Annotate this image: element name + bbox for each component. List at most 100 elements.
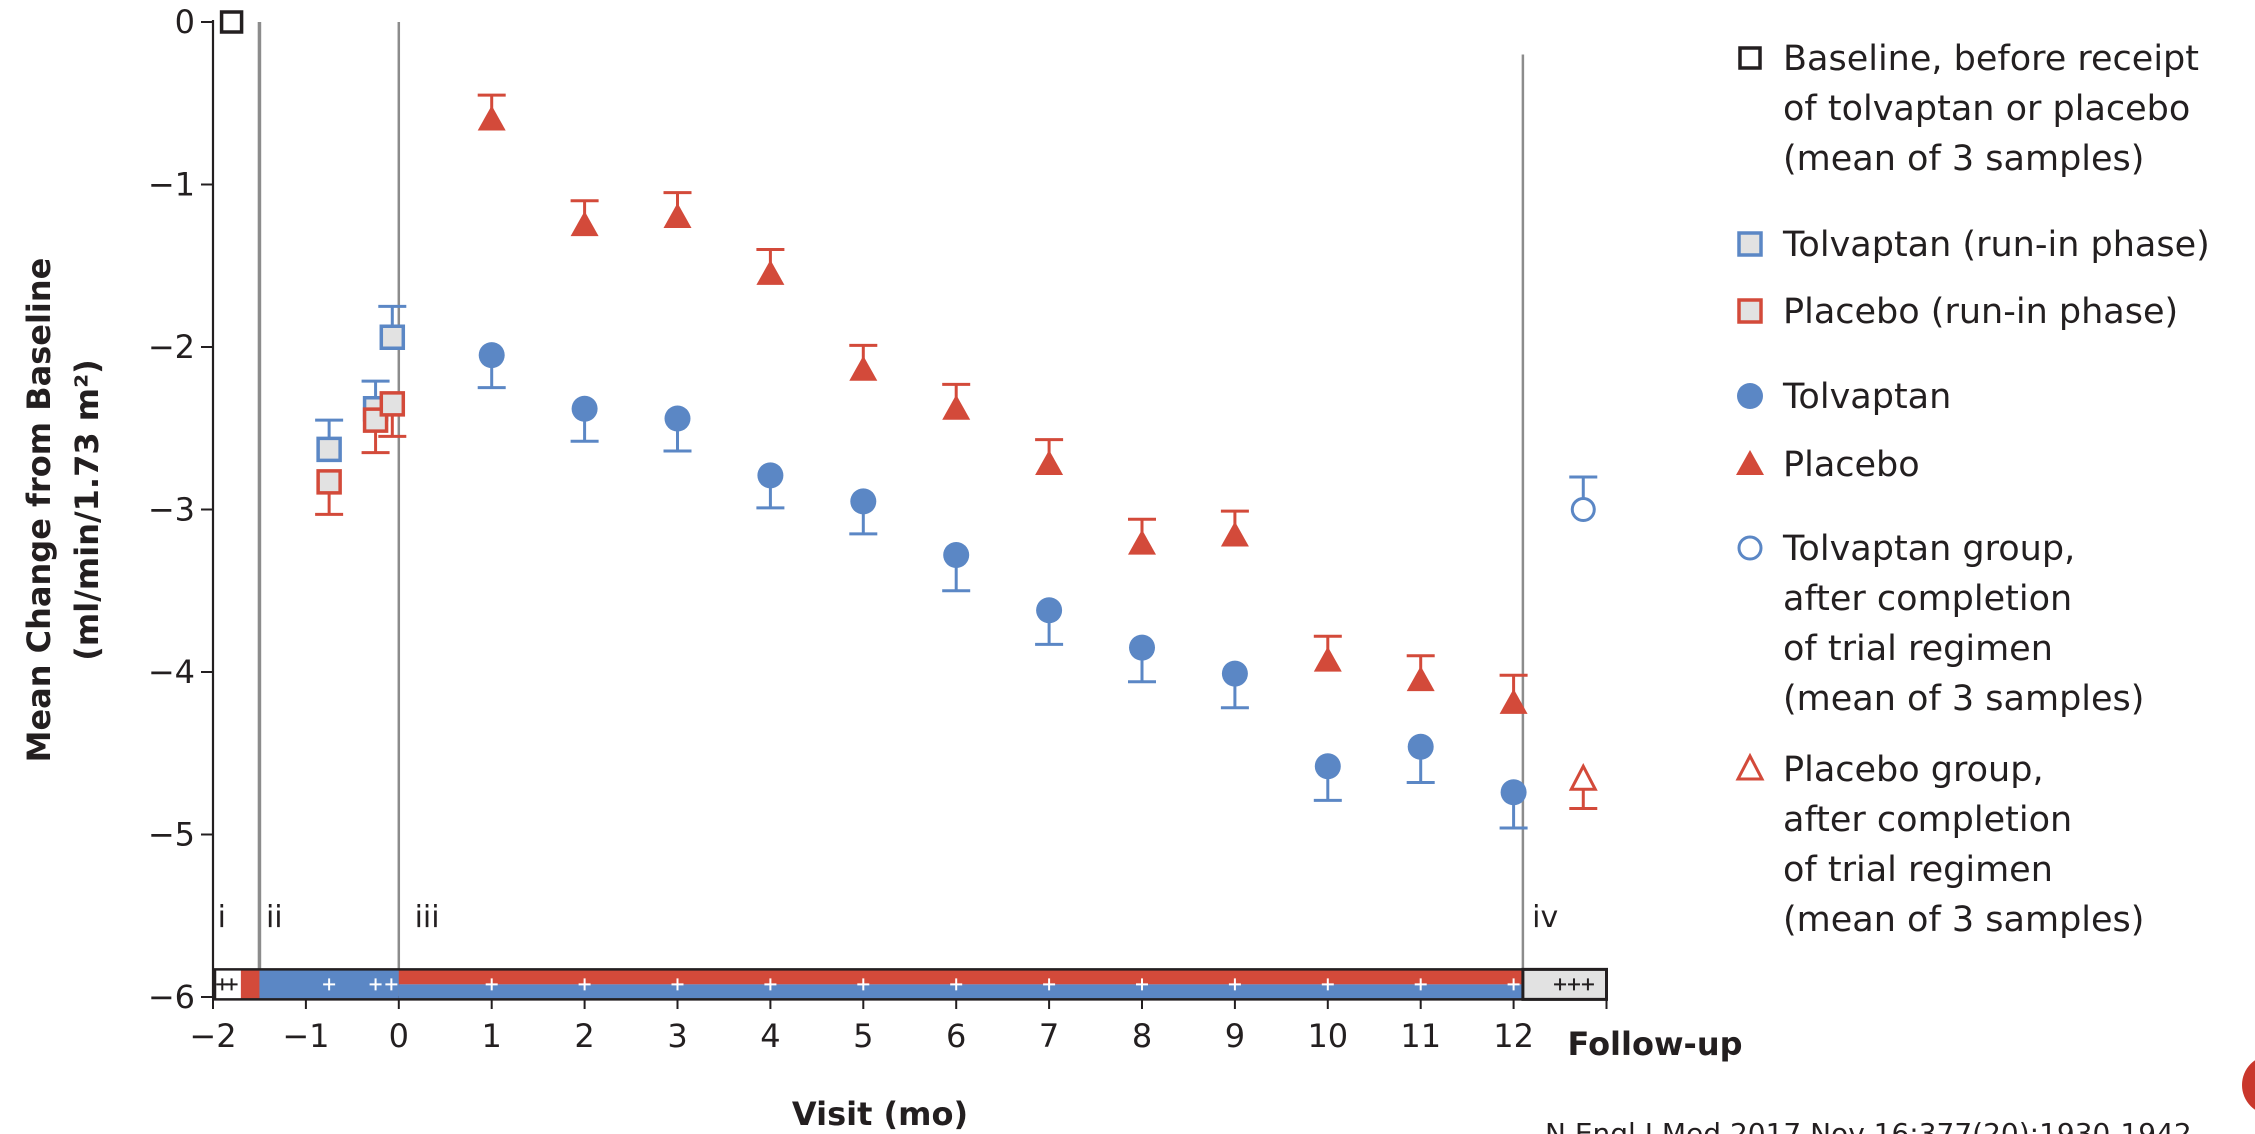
legend-text: of trial regimen [1783,850,2053,890]
legend-item-placebo: Placebo [1736,445,1920,485]
data-point-series-4-2 [663,203,692,228]
x-tick-label: 5 [853,1017,873,1055]
regimen-bar [213,967,1609,1001]
phase-divider-layer: i ii iii iv [218,22,1558,997]
journal-logo-icon [2242,1060,2255,1110]
y-axis-title-line2: (ml/min/1.73 m²) [68,359,106,660]
legend-marker-placebo-runin [1737,298,1763,324]
data-marks [219,10,1598,830]
x-tick-label: 12 [1493,1017,1534,1055]
phase-label-i: i [218,900,226,935]
legend-text: (mean of 3 samples) [1783,679,2144,719]
x-tick-label: −2 [189,1017,236,1055]
legend-text: (mean of 3 samples) [1783,900,2144,940]
x-tick-label: 4 [760,1017,780,1055]
axes: 0−1−2−3−4−5−6−2 −1 0 1 2 3 4 5 6 7 8 9 10 11 12 [148,3,1608,1055]
data-point-series-3-6 [1036,597,1063,624]
x-tick-label: −1 [282,1017,329,1055]
legend-marker-tolvaptan-runin [1737,231,1763,257]
regimen-bar-placebo-runin [240,969,260,1000]
legend-marker-baseline [1738,46,1762,70]
y-tick-label: −5 [148,816,195,854]
y-tick-label: −1 [148,166,195,204]
data-point-series-2-0 [316,469,342,495]
legend-item-tolvaptan: Tolvaptan [1737,377,1951,417]
data-point-series-3-3 [757,462,784,489]
data-point-series-4-3 [756,259,785,285]
legend-text: of tolvaptan or placebo [1783,89,2190,129]
legend-text: Placebo [1783,445,1920,485]
x-tick-label: 0 [389,1017,409,1055]
data-point-series-3-0 [478,342,505,369]
legend-text: Tolvaptan (run-in phase) [1782,225,2210,265]
data-point-series-1-0 [316,436,342,463]
data-point-series-1-2 [379,324,406,350]
regimen-bar-tolvaptan [398,984,1523,1000]
legend-marker-tolvaptan [1737,383,1763,409]
data-point-series-3-1 [571,395,598,422]
x-tick-label: 1 [482,1017,502,1055]
x-tick-label: 11 [1400,1017,1441,1055]
legend-item-tolvaptan-after: Tolvaptan group, after completion of trial… [1737,529,2144,719]
x-tick-label: 7 [1039,1017,1059,1055]
data-point-series-4-1 [570,211,599,237]
data-point-series-5-0 [1570,497,1596,522]
regimen-bar-border [213,968,1608,1001]
legend-text: Baseline, before receipt [1783,39,2199,79]
data-point-series-3-10 [1407,733,1434,760]
x-tick-label: 3 [667,1017,687,1055]
legend-text: (mean of 3 samples) [1783,139,2144,179]
x-axis-title: Visit (mo) [792,1095,968,1133]
legend-text: Placebo (run-in phase) [1783,292,2178,332]
legend-text: after completion [1783,579,2072,619]
data-point-series-4-10 [1406,666,1435,692]
data-point-series-3-11 [1500,779,1527,806]
data-point-series-6-0 [1568,763,1598,791]
data-point-series-3-7 [1129,634,1155,661]
x-tick-label: 8 [1132,1017,1152,1055]
x-tick-label: 9 [1225,1017,1245,1055]
data-point-series-4-9 [1313,646,1342,672]
data-point-series-3-5 [943,542,970,568]
citation: N Engl J Med 2017 Nov 16;377(20):1930-19… [1545,1117,2192,1134]
data-point-series-4-4 [849,355,878,381]
legend: Baseline, before receipt of tolvaptan or … [1735,39,2210,940]
y-tick-label: −2 [148,328,195,366]
x-tick-label: 2 [574,1017,594,1055]
data-point-series-4-7 [1128,529,1156,555]
legend-item-placebo-after: Placebo group, after completion of trial r… [1735,750,2144,940]
phase-label-iii: iii [415,900,440,935]
x-tick-label: 6 [946,1017,966,1055]
y-tick-label: −3 [148,491,195,529]
data-point-series-4-6 [1035,450,1064,475]
legend-marker-placebo [1736,450,1764,475]
legend-text: Placebo group, [1783,750,2044,790]
phase-label-iv: iv [1532,900,1558,935]
legend-text: Tolvaptan group, [1782,529,2075,569]
regimen-bar-placebo [398,969,1523,985]
data-point-series-3-9 [1314,753,1341,780]
data-point-series-3-4 [850,488,877,515]
y-axis-title-line1: Mean Change from Baseline [20,258,58,763]
axis-labels: Mean Change from Baseline (ml/min/1.73 m… [20,258,1743,1133]
legend-marker-placebo-after [1735,752,1765,781]
followup-label: Follow-up [1568,1025,1743,1063]
legend-item-placebo-runin: Placebo (run-in phase) [1737,292,2178,332]
legend-text: Tolvaptan [1782,377,1951,417]
y-tick-label: 0 [175,3,195,41]
phase-label-ii: ii [266,900,283,935]
y-tick-label: −6 [148,978,195,1016]
x-tick-label: 10 [1307,1017,1348,1055]
legend-text: of trial regimen [1783,629,2053,669]
y-tick-label: −4 [148,653,195,691]
data-point-series-4-0 [477,105,506,131]
data-point-series-0-0 [219,10,244,34]
legend-text: after completion [1783,800,2072,840]
data-point-series-4-8 [1220,521,1249,547]
legend-item-tolvaptan-runin: Tolvaptan (run-in phase) [1737,225,2210,265]
data-point-series-2-2 [379,391,406,417]
data-point-series-4-11 [1499,688,1528,714]
data-point-series-4-5 [942,394,971,420]
data-point-series-3-2 [664,405,691,432]
